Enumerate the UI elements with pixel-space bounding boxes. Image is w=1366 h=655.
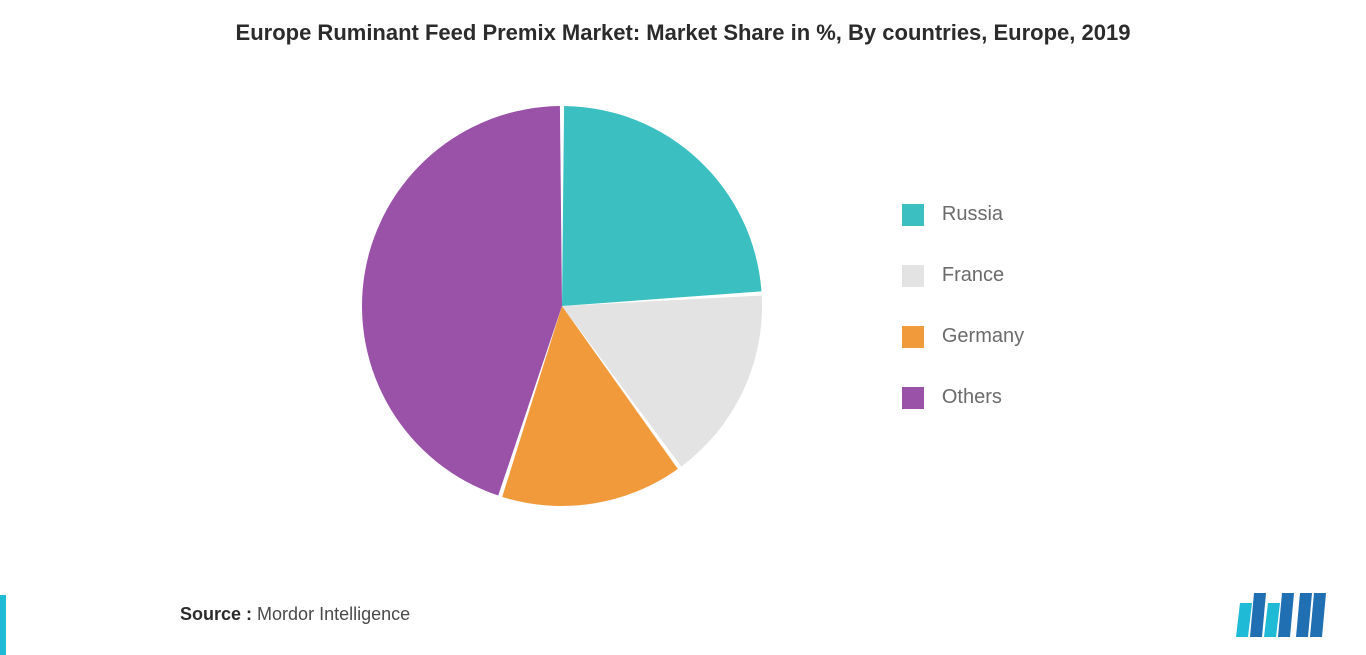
accent-bar <box>0 595 6 655</box>
legend-label: France <box>942 264 1004 287</box>
brand-logo <box>1236 587 1326 637</box>
legend-item: France <box>902 264 1024 287</box>
legend-swatch <box>902 387 924 409</box>
legend-item: Germany <box>902 325 1024 348</box>
legend-label: Germany <box>942 325 1024 348</box>
legend-item: Others <box>902 386 1024 409</box>
legend-swatch <box>902 265 924 287</box>
source-name: Mordor Intelligence <box>257 604 410 624</box>
chart-title: Europe Ruminant Feed Premix Market: Mark… <box>0 0 1366 56</box>
source-footer: Source : Mordor Intelligence <box>180 604 410 625</box>
source-prefix: Source : <box>180 604 252 624</box>
pie-chart <box>342 86 782 526</box>
legend-swatch <box>902 204 924 226</box>
legend-item: Russia <box>902 203 1024 226</box>
chart-area: Russia France Germany Others <box>0 56 1366 556</box>
legend: Russia France Germany Others <box>902 203 1024 409</box>
pie-slice <box>562 106 761 306</box>
legend-label: Russia <box>942 203 1003 226</box>
legend-swatch <box>902 326 924 348</box>
legend-label: Others <box>942 386 1002 409</box>
